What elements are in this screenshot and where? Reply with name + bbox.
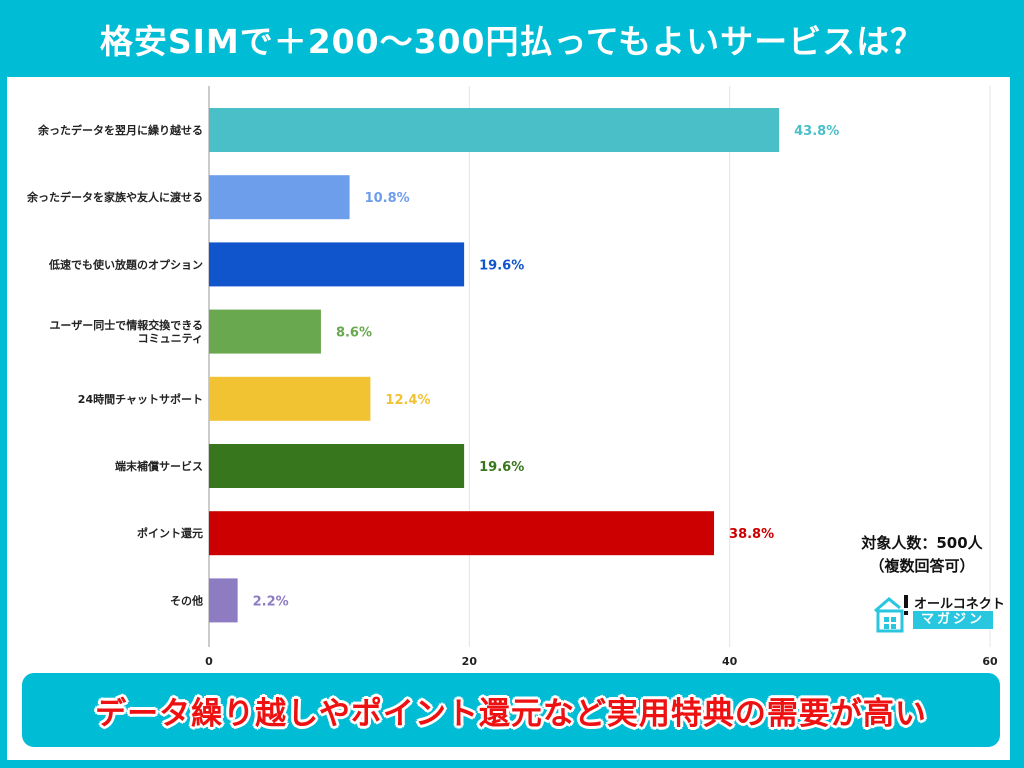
logo-subtext: マガジン bbox=[913, 611, 993, 629]
bar bbox=[209, 444, 465, 488]
data-label: 38.8% bbox=[729, 527, 774, 542]
bar bbox=[209, 108, 780, 152]
bar bbox=[209, 578, 238, 623]
category-label: 24時間チャットサポート bbox=[78, 392, 203, 406]
summary-banner: データ繰り越しやポイント還元など実用特典の需要が高い bbox=[22, 673, 1000, 747]
data-label: 19.6% bbox=[479, 258, 524, 273]
data-label: 10.8% bbox=[365, 191, 410, 206]
house-icon bbox=[874, 595, 908, 633]
x-tick-label: 60 bbox=[982, 655, 998, 668]
category-label: コミュニティ bbox=[138, 332, 203, 345]
x-tick-label: 0 bbox=[205, 655, 213, 668]
category-label: その他 bbox=[170, 593, 203, 607]
page-title: 格安SIMで＋200〜300円払ってもよいサービスは？ bbox=[99, 21, 925, 61]
bar bbox=[209, 309, 321, 354]
summary-text: データ繰り越しやポイント還元など実用特典の需要が高い bbox=[95, 695, 927, 732]
bar bbox=[209, 242, 465, 287]
bar bbox=[209, 175, 350, 220]
category-label: ユーザー同士で情報交換できる bbox=[49, 318, 203, 332]
multiple-answer-note: （複数回答可） bbox=[869, 557, 975, 575]
category-label: 低速でも使い放題のオプション bbox=[48, 257, 203, 271]
x-tick-label: 20 bbox=[462, 655, 478, 668]
logo: オールコネクト マガジン bbox=[872, 593, 1005, 633]
logo-text: オールコネクト bbox=[914, 597, 1005, 612]
data-label: 12.4% bbox=[385, 393, 430, 408]
data-label: 8.6% bbox=[336, 326, 372, 341]
sample-note: 対象人数：500人 （複数回答可） bbox=[852, 532, 992, 578]
category-label: 端末補償サービス bbox=[115, 459, 203, 473]
x-tick-label: 40 bbox=[722, 655, 738, 668]
bar bbox=[209, 376, 371, 421]
chart-panel: 0 20 40 60 余ったデータを翌月に繰り越せる 43.8% 余ったデータを家族や友人に… bbox=[7, 77, 1010, 760]
category-label: ポイント還元 bbox=[137, 526, 203, 540]
bar bbox=[209, 511, 715, 556]
data-label: 19.6% bbox=[479, 460, 524, 475]
category-label: 余ったデータを翌月に繰り越せる bbox=[37, 123, 203, 137]
category-label: 余ったデータを家族や友人に渡せる bbox=[26, 190, 203, 204]
data-label: 43.8% bbox=[794, 124, 839, 139]
sample-size: 対象人数：500人 bbox=[861, 534, 983, 552]
bar-chart: 0 20 40 60 余ったデータを翌月に繰り越せる 43.8% 余ったデータを家族や友人に… bbox=[26, 86, 998, 668]
data-label: 2.2% bbox=[253, 594, 289, 609]
